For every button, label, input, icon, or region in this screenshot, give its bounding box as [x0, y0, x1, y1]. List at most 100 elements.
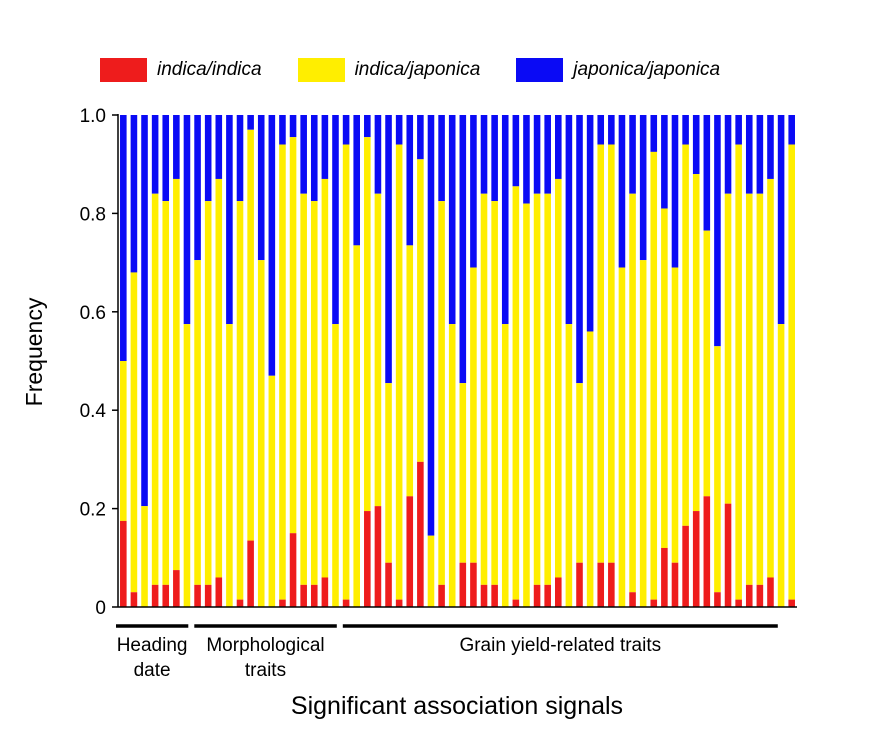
bar-japonica-japonica — [141, 115, 148, 507]
bar-indica-japonica — [533, 193, 541, 585]
y-ticks: 0 0.2 0.4 0.6 0.8 1.0 — [80, 106, 118, 619]
legend-item-japonica-japonica: japonica/japonica — [516, 58, 720, 82]
legend-label-japonica-japonica: japonica/japonica — [573, 59, 721, 80]
bar-japonica-japonica — [215, 115, 223, 179]
bar-japonica-japonica — [629, 115, 636, 194]
group-label-line2: date — [134, 660, 171, 681]
bar-japonica-japonica — [321, 115, 329, 179]
bar-japonica-japonica — [491, 115, 498, 202]
bar-japonica-japonica — [438, 115, 445, 202]
bar-indica-japonica — [788, 144, 795, 600]
bar-indica-indica — [629, 592, 636, 607]
bar-indica-japonica — [639, 260, 647, 607]
bar-indica-japonica — [204, 201, 212, 585]
bar-indica-japonica — [501, 324, 509, 607]
bar-indica-japonica — [289, 137, 297, 534]
bar-japonica-japonica — [586, 115, 594, 332]
bar-japonica-japonica — [395, 115, 403, 145]
bar-indica-japonica — [374, 193, 382, 507]
bar-japonica-japonica — [385, 115, 392, 384]
bar-indica-japonica — [310, 201, 318, 585]
bar-indica-japonica — [183, 324, 191, 607]
bar-japonica-japonica — [448, 115, 456, 325]
bar-indica-japonica — [364, 137, 371, 512]
bar-indica-japonica — [597, 144, 605, 563]
bar-indica-japonica — [438, 201, 445, 585]
bar-indica-japonica — [279, 144, 286, 600]
bar-indica-indica — [671, 562, 679, 607]
bar-japonica-japonica — [512, 115, 520, 187]
bar-indica-indica — [120, 520, 127, 607]
bar-japonica-japonica — [417, 115, 424, 160]
legend-swatch-indica-japonica — [297, 58, 345, 82]
legend-item-indica-indica: indica/indica — [100, 58, 262, 82]
bar-indica-japonica — [151, 193, 159, 585]
bar-japonica-japonica — [608, 115, 615, 145]
bar-indica-indica — [215, 577, 223, 607]
bar-japonica-japonica — [501, 115, 509, 325]
legend-swatch-indica-indica — [100, 58, 147, 82]
bar-japonica-japonica — [279, 115, 286, 145]
bar-indica-indica — [236, 599, 244, 607]
bar-indica-japonica — [618, 267, 626, 607]
bar-japonica-japonica — [300, 115, 307, 194]
bar-indica-japonica — [120, 361, 127, 521]
bar-indica-japonica — [385, 383, 392, 563]
bar-indica-indica — [661, 547, 668, 607]
bar-indica-indica — [247, 540, 254, 607]
bar-indica-japonica — [586, 331, 594, 607]
bars-layer — [120, 115, 795, 607]
bar-japonica-japonica — [173, 115, 180, 179]
bar-japonica-japonica — [682, 115, 689, 145]
y-axis-label: Frequency — [21, 297, 47, 406]
bar-indica-japonica — [544, 193, 551, 585]
bar-japonica-japonica — [332, 115, 339, 325]
bar-indica-japonica — [459, 383, 467, 563]
y-tick-label: 0.4 — [80, 401, 107, 422]
bar-japonica-japonica — [756, 115, 764, 194]
bar-japonica-japonica — [353, 115, 360, 246]
bar-japonica-japonica — [639, 115, 647, 261]
bar-indica-japonica — [406, 245, 414, 497]
bar-indica-indica — [395, 599, 403, 607]
bar-japonica-japonica — [576, 115, 583, 384]
bar-indica-indica — [364, 511, 371, 607]
bar-japonica-japonica — [671, 115, 679, 268]
bar-indica-japonica — [247, 129, 254, 541]
bar-japonica-japonica — [459, 115, 467, 384]
bar-japonica-japonica — [788, 115, 795, 145]
x-axis-label: Significant association signals — [291, 692, 623, 720]
bar-japonica-japonica — [257, 115, 265, 261]
bar-indica-japonica — [480, 193, 488, 585]
bar-indica-indica — [289, 533, 297, 607]
bar-japonica-japonica — [406, 115, 414, 246]
bar-indica-japonica — [353, 245, 360, 607]
bar-indica-indica — [767, 577, 774, 607]
bar-indica-japonica — [661, 208, 668, 548]
bar-indica-indica — [321, 577, 329, 607]
bar-indica-japonica — [523, 203, 530, 607]
bar-japonica-japonica — [480, 115, 488, 194]
bar-indica-japonica — [194, 260, 201, 585]
legend: indica/indica indica/japonica japonica/j… — [100, 58, 756, 82]
bar-indica-japonica — [671, 267, 679, 563]
bar-indica-indica — [194, 584, 201, 607]
bar-indica-japonica — [332, 324, 339, 607]
bar-indica-japonica — [417, 159, 424, 462]
bar-japonica-japonica — [374, 115, 382, 194]
bar-indica-japonica — [236, 201, 244, 600]
bar-indica-japonica — [512, 186, 520, 600]
bar-japonica-japonica — [533, 115, 541, 194]
bar-indica-japonica — [576, 383, 583, 563]
bar-indica-japonica — [491, 201, 498, 585]
bar-indica-japonica — [745, 193, 753, 585]
bar-indica-indica — [692, 511, 700, 607]
y-tick-label: 0 — [95, 598, 106, 619]
bar-japonica-japonica — [597, 115, 605, 145]
bar-indica-japonica — [395, 144, 403, 600]
bar-indica-indica — [576, 562, 583, 607]
bar-indica-japonica — [226, 324, 233, 607]
bar-indica-japonica — [162, 201, 170, 585]
bar-japonica-japonica — [204, 115, 212, 202]
bar-indica-japonica — [629, 193, 636, 593]
